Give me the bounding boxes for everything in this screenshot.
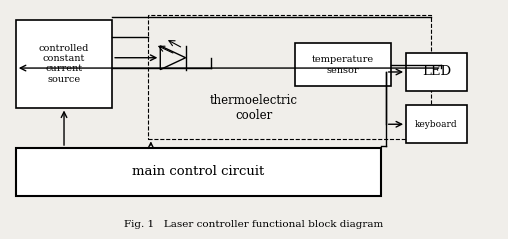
Bar	[295, 43, 391, 86]
Bar	[406, 53, 467, 91]
Text: main control circuit: main control circuit	[132, 165, 264, 178]
Text: thermoelectric
cooler: thermoelectric cooler	[210, 94, 298, 122]
Text: keyboard: keyboard	[415, 120, 458, 129]
Text: controlled
constant
current
source: controlled constant current source	[39, 43, 89, 84]
Bar	[16, 148, 380, 196]
Text: Fig. 1   Laser controller functional block diagram: Fig. 1 Laser controller functional block…	[124, 220, 384, 229]
Text: temperature
sensor: temperature sensor	[311, 55, 374, 75]
Text: LED: LED	[422, 65, 451, 78]
Bar	[16, 20, 112, 108]
Bar	[148, 15, 431, 139]
Bar	[406, 105, 467, 143]
